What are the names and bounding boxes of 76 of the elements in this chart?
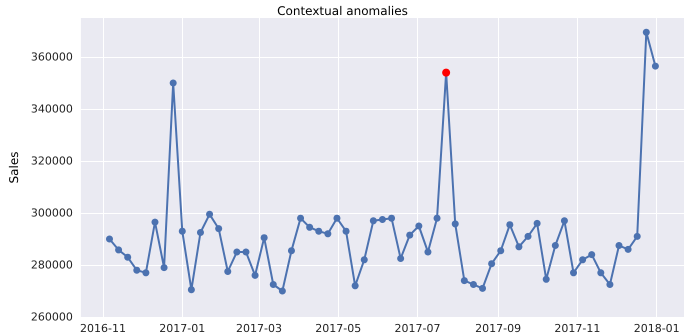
point [488, 260, 496, 268]
point [588, 251, 596, 258]
point [652, 62, 659, 70]
y-tick-label: 320000 [30, 154, 73, 168]
point [270, 281, 277, 288]
point [597, 269, 604, 276]
point [252, 272, 259, 279]
point [133, 266, 140, 274]
point [206, 210, 214, 218]
point [360, 256, 368, 264]
point [552, 242, 559, 249]
point [424, 248, 432, 256]
point [242, 248, 250, 256]
point [124, 254, 132, 261]
point [606, 281, 614, 288]
point [415, 222, 422, 230]
point [460, 277, 468, 284]
point [196, 229, 204, 236]
y-tick-label: 260000 [30, 310, 73, 324]
point [534, 220, 541, 227]
point [406, 232, 414, 239]
point [624, 246, 632, 253]
chart-title: Contextual anomalies [277, 4, 408, 18]
point [506, 221, 514, 228]
point [278, 288, 286, 294]
point [634, 232, 641, 240]
point [178, 228, 186, 235]
point [233, 248, 240, 256]
point [542, 276, 550, 283]
point [170, 80, 177, 86]
point [570, 269, 578, 276]
point [524, 232, 532, 240]
y-tick-label: 280000 [30, 258, 73, 272]
point [215, 225, 222, 232]
point [106, 236, 113, 242]
point [497, 247, 504, 254]
point [288, 247, 295, 254]
point [142, 269, 150, 276]
x-tick-label: 2017-05 [315, 322, 362, 335]
point [397, 255, 404, 262]
y-tick-label: 360000 [30, 50, 73, 64]
point [297, 214, 304, 222]
x-tick-label: 2016-11 [80, 322, 126, 335]
point [224, 268, 232, 275]
x-tick-label: 2018-01 [634, 322, 680, 335]
point [616, 242, 623, 249]
point [160, 264, 168, 272]
point [452, 220, 459, 228]
y-tick-label: 300000 [30, 206, 73, 220]
y-axis-title: Sales [7, 152, 21, 184]
y-tick-label: 340000 [30, 102, 73, 116]
point [378, 216, 386, 223]
point [434, 214, 441, 222]
x-tick-label: 2017-07 [394, 322, 441, 335]
x-tick-label: 2017-09 [475, 322, 522, 335]
point [315, 228, 322, 235]
point [188, 286, 195, 294]
point [470, 281, 477, 288]
x-tick-label: 2017-01 [159, 322, 206, 335]
point [260, 234, 268, 242]
point [579, 256, 586, 264]
point [151, 218, 158, 226]
point [370, 217, 377, 224]
x-tick-label: 2017-11 [554, 322, 600, 335]
point [306, 224, 314, 231]
point [515, 243, 522, 250]
point [560, 217, 568, 224]
point [342, 228, 350, 235]
point [115, 246, 122, 254]
point [388, 214, 396, 222]
point [479, 284, 486, 292]
x-tick-label: 2017-03 [236, 322, 282, 335]
point [352, 282, 359, 290]
point [333, 214, 340, 222]
point [642, 28, 650, 36]
point [324, 230, 332, 238]
